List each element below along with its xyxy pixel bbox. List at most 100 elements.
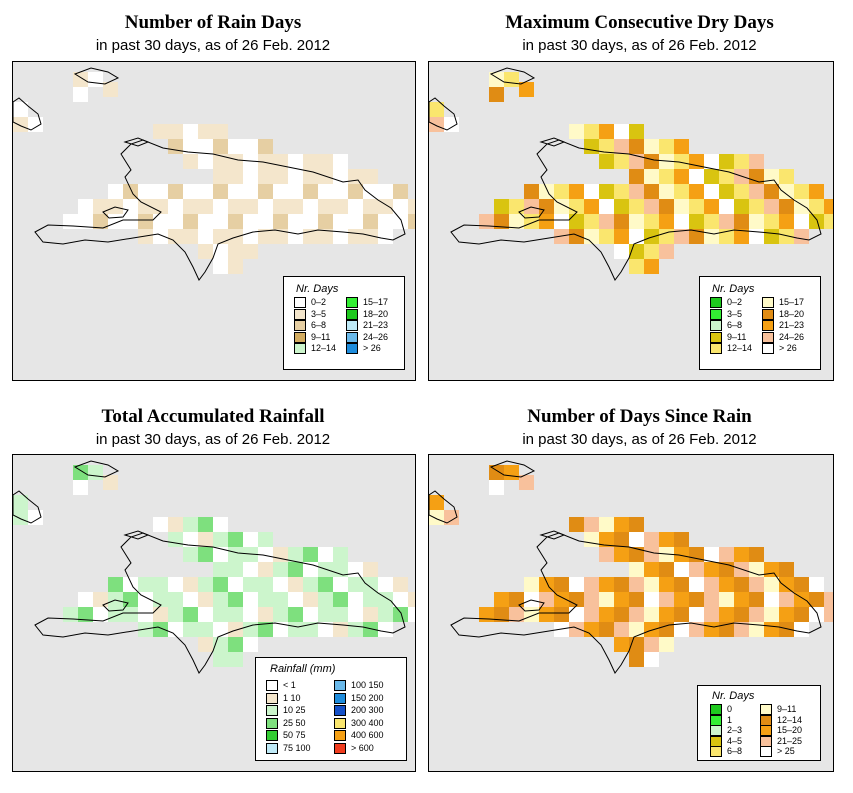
grid-cell (704, 154, 719, 169)
grid-cell (689, 214, 704, 229)
grid-cell (273, 577, 288, 592)
grid-cell (824, 592, 833, 607)
legend: Nr. Days 0 1 2–3 4–5 6–8 9–11 12–14 15–20 21–25 >… (697, 685, 821, 761)
grid-cell (554, 184, 569, 199)
grid-cell (273, 622, 288, 637)
legend-swatch (762, 343, 774, 354)
grid-cell (659, 637, 674, 652)
grid-cell (584, 577, 599, 592)
grid-cell (348, 607, 363, 622)
grid-cell (93, 214, 108, 229)
legend-swatch (710, 320, 722, 331)
legend-label: 21–23 (779, 320, 805, 330)
grid-cell (303, 154, 318, 169)
grid-cell (378, 214, 393, 229)
grid-cell (629, 214, 644, 229)
grid-cell (644, 577, 659, 592)
grid-cell (303, 592, 318, 607)
grid-cell (644, 259, 659, 274)
grid-cell (674, 154, 689, 169)
grid-cell (168, 214, 183, 229)
grid-cell (794, 607, 809, 622)
grid-cell (659, 214, 674, 229)
grid-cell (288, 547, 303, 562)
grid-cell (674, 229, 689, 244)
grid-cell (243, 139, 258, 154)
grid-cell (393, 214, 408, 229)
grid-cell (258, 169, 273, 184)
grid-cell (183, 199, 198, 214)
grid-cell (303, 547, 318, 562)
grid-cell (719, 154, 734, 169)
grid-cell (333, 214, 348, 229)
grid-cell (489, 480, 504, 495)
grid-cell (213, 607, 228, 622)
grid-cell (629, 154, 644, 169)
legend-label: 9–11 (777, 704, 797, 714)
grid-cell (213, 124, 228, 139)
legend-label: > 26 (363, 343, 381, 353)
grid-cell (228, 562, 243, 577)
legend-label: 18–20 (363, 308, 389, 319)
grid-cell (258, 562, 273, 577)
grid-cell (629, 169, 644, 184)
grid-cell (303, 214, 318, 229)
grid-cell (333, 229, 348, 244)
grid-cell (524, 577, 539, 592)
grid-cell (258, 184, 273, 199)
grid-cell (198, 637, 213, 652)
legend-label: 3–5 (311, 308, 327, 319)
grid-cell (348, 199, 363, 214)
legend-swatch (760, 725, 772, 736)
legend-label: 200 300 (351, 705, 384, 715)
grid-cell (183, 124, 198, 139)
grid-cell (333, 577, 348, 592)
legend-swatch (266, 680, 278, 691)
legend-label: 25 50 (283, 717, 306, 728)
grid-cell (108, 184, 123, 199)
grid-cell (213, 622, 228, 637)
grid-cell (719, 214, 734, 229)
grid-cell (794, 577, 809, 592)
grid-cell (348, 184, 363, 199)
grid-cell (213, 184, 228, 199)
grid-cell (318, 577, 333, 592)
grid-cell (378, 229, 393, 244)
grid-cell (183, 577, 198, 592)
panel-dry-days: Maximum Consecutive Dry Days in past 30 … (426, 0, 853, 390)
grid-cell (599, 124, 614, 139)
grid-cell (659, 139, 674, 154)
grid-cell (213, 547, 228, 562)
grid-cell (228, 214, 243, 229)
legend-label: 24–26 (363, 331, 389, 342)
grid-cell (228, 607, 243, 622)
grid-cell (183, 517, 198, 532)
grid-cell (764, 622, 779, 637)
coastline (450, 532, 822, 674)
grid-cell (198, 184, 213, 199)
grid-cell (63, 214, 78, 229)
grid-cell (348, 592, 363, 607)
grid-cell (764, 199, 779, 214)
grid-cell (629, 562, 644, 577)
grid-cell (599, 607, 614, 622)
grid-cell (674, 169, 689, 184)
grid-cell (644, 592, 659, 607)
legend-swatch (294, 320, 306, 331)
grid-cell (794, 622, 809, 637)
legend-label: 6–8 (727, 746, 743, 756)
grid-cell (13, 117, 28, 132)
grid-cell (779, 169, 794, 184)
grid-cell (614, 124, 629, 139)
grid-cell (659, 169, 674, 184)
grid-cell (153, 517, 168, 532)
grid-cell (183, 154, 198, 169)
grid-cell (629, 547, 644, 562)
grid-cell (494, 199, 509, 214)
grid-cell (363, 184, 378, 199)
grid-cell (258, 532, 273, 547)
grid-cell (509, 592, 524, 607)
grid-cell (138, 577, 153, 592)
grid-cell (243, 577, 258, 592)
grid-cell (704, 214, 719, 229)
